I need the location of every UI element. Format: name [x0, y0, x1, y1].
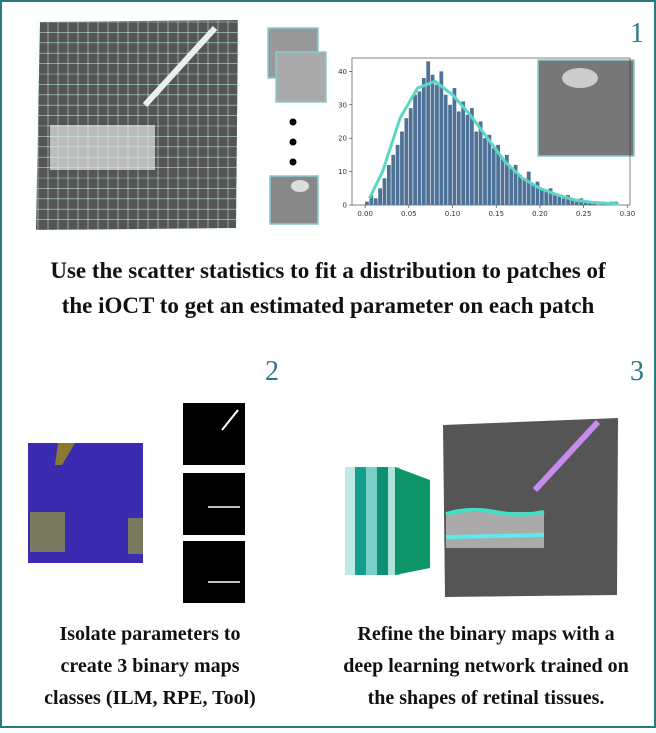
bar	[544, 192, 548, 205]
bar	[431, 75, 435, 205]
bar	[575, 202, 579, 205]
caption-line: classes (ILM, RPE, Tool)	[44, 687, 256, 709]
y-tick-label: 30	[338, 101, 347, 109]
bar	[378, 188, 382, 205]
caption-line: Isolate parameters to	[59, 623, 240, 645]
bar	[501, 158, 505, 205]
bar	[461, 101, 465, 205]
panel-number: 1	[630, 18, 644, 49]
network-icon	[345, 467, 430, 575]
bar	[457, 111, 461, 205]
bar	[509, 168, 513, 205]
oct-image	[35, 18, 238, 230]
bar	[488, 135, 492, 205]
bar	[422, 78, 426, 205]
caption-line: the iOCT to get an estimated parameter o…	[62, 293, 595, 318]
binary-maps	[183, 403, 245, 603]
panel-number: 3	[630, 356, 644, 387]
bar	[418, 91, 422, 205]
caption-line: deep learning network trained on	[343, 655, 629, 677]
y-tick-label: 40	[338, 68, 347, 76]
bar	[444, 95, 448, 205]
y-tick-label: 0	[343, 202, 347, 210]
panel-number: 2	[265, 356, 279, 387]
result-image	[443, 418, 618, 597]
bar	[435, 85, 439, 205]
y-tick-label: 20	[338, 135, 347, 143]
x-tick-label: 0.05	[401, 210, 417, 218]
bar	[396, 145, 400, 205]
bar	[492, 148, 496, 205]
bar	[413, 95, 417, 205]
y-tick-label: 10	[338, 168, 347, 176]
bar	[453, 88, 457, 205]
bar	[448, 105, 452, 205]
bar	[553, 195, 557, 205]
x-tick-label: 0.30	[620, 210, 636, 218]
bar	[527, 172, 531, 205]
bar	[387, 165, 391, 205]
parameter-map	[28, 443, 143, 563]
bar	[479, 121, 483, 205]
bar	[374, 198, 378, 205]
bar	[474, 132, 478, 206]
bar	[400, 132, 404, 206]
bar	[531, 185, 535, 205]
bar	[391, 155, 395, 205]
x-tick-label: 0.25	[576, 210, 592, 218]
x-tick-label: 0.00	[357, 210, 373, 218]
bar	[439, 71, 443, 205]
bar	[466, 115, 470, 205]
bar	[562, 198, 566, 205]
bar	[383, 178, 387, 205]
x-tick-label: 0.15	[488, 210, 504, 218]
bar	[522, 178, 526, 205]
bar	[470, 108, 474, 205]
bar	[365, 202, 369, 205]
caption-line: Refine the binary maps with a	[357, 623, 614, 645]
caption-line: the shapes of retinal tissues.	[368, 687, 605, 709]
figure: 0.00 0.05 0.10 0.15 0.20 0.25 0.30 0 10 20 30 40 1 U…	[0, 0, 656, 728]
caption-line: Use the scatter statistics to fit a dist…	[50, 258, 606, 283]
bar	[409, 108, 413, 205]
bar	[404, 118, 408, 205]
bar	[483, 138, 487, 205]
x-tick-label: 0.10	[445, 210, 461, 218]
x-tick-label: 0.20	[532, 210, 548, 218]
caption-line: create 3 binary maps	[60, 655, 239, 677]
bar	[518, 175, 522, 205]
